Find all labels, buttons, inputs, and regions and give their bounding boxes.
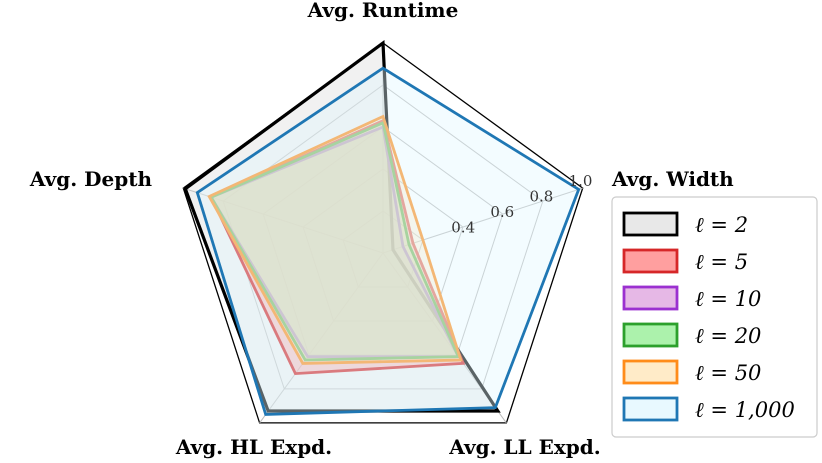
legend-swatch-6 (622, 396, 679, 422)
axis-title-ll-expd: Avg. LL Expd. (448, 435, 600, 459)
grid-ring-2 (302, 168, 464, 322)
series-polygon-6 (195, 66, 581, 416)
grid-spoke-2 (382, 187, 583, 254)
legend-label-3: ℓ = 10 (695, 287, 761, 311)
legend-label-1: ℓ = 2 (695, 213, 748, 237)
grid-spoke-5 (183, 187, 384, 254)
tick-label-2: 0.6 (490, 203, 514, 221)
grid-spoke-4 (259, 252, 384, 424)
legend-swatch-4 (622, 322, 679, 348)
tick-label-3: 0.8 (529, 188, 553, 206)
grid-ring-3 (262, 126, 504, 356)
legend-label-2: ℓ = 5 (695, 250, 748, 274)
legend-swatch-1 (622, 211, 679, 237)
legend: ℓ = 2 ℓ = 5 ℓ = 10 ℓ = 20 ℓ = 50 ℓ = 1,000 (611, 196, 818, 438)
tick-label-1: 0.4 (451, 218, 475, 236)
axis-title-width: Avg. Width (611, 167, 734, 191)
axis-title-runtime: Avg. Runtime (307, 0, 459, 22)
legend-label-5: ℓ = 50 (695, 361, 761, 385)
series-polygon-4 (209, 120, 461, 362)
radial-tick-labels: 0.4 0.6 0.8 1.0 (451, 172, 592, 236)
legend-label-6: ℓ = 1,000 (695, 398, 795, 422)
axis-title-hl-expd: Avg. HL Expd. (175, 435, 332, 459)
radar-frame (182, 42, 584, 424)
axis-titles: Avg. Runtime Avg. Width Avg. LL Expd. Av… (29, 0, 734, 459)
legend-swatch-2 (622, 248, 679, 274)
legend-label-4: ℓ = 20 (695, 324, 761, 348)
axis-title-depth: Avg. Depth (29, 167, 153, 191)
legend-swatch-3 (622, 285, 679, 311)
grid-ring-1 (342, 210, 424, 288)
radar-series (183, 39, 581, 416)
series-polygon-5 (207, 114, 463, 365)
tick-label-4: 1.0 (569, 172, 593, 190)
legend-swatch-5 (622, 359, 679, 385)
